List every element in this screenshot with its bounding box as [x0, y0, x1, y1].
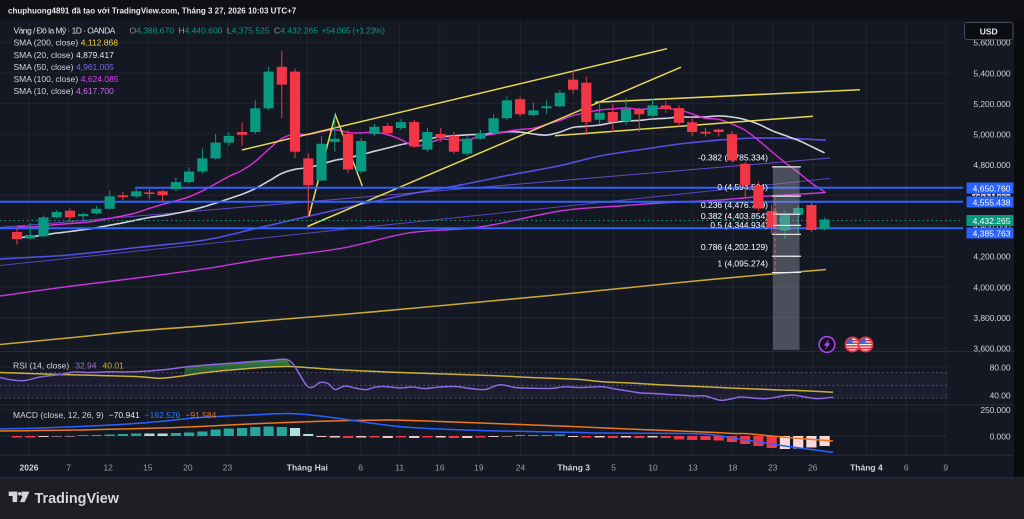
svg-text:TradingView: TradingView: [35, 491, 120, 507]
svg-text:12: 12: [103, 463, 113, 473]
svg-text:5,600.000: 5,600.000: [973, 38, 1010, 48]
svg-text:23: 23: [768, 463, 778, 473]
svg-text:15: 15: [143, 463, 153, 473]
svg-text:18: 18: [728, 463, 738, 473]
svg-text:USD: USD: [980, 27, 998, 37]
svg-text:0.786 (4,202.129): 0.786 (4,202.129): [701, 242, 768, 252]
svg-text:250.000: 250.000: [980, 405, 1011, 415]
svg-text:4,200.000: 4,200.000: [973, 252, 1010, 262]
svg-text:23: 23: [223, 463, 233, 473]
svg-text:0.786 (4,202.129): 0.786 (4,202.129): [701, 242, 768, 252]
svg-text:16: 16: [435, 463, 445, 473]
svg-text:5,000.000: 5,000.000: [973, 129, 1010, 139]
svg-text:4,000.000: 4,000.000: [973, 282, 1010, 292]
svg-text:20: 20: [183, 463, 193, 473]
svg-text:11: 11: [395, 463, 404, 473]
svg-text:SMA (10, close)4,617.700: SMA (10, close) 4,617.700: [14, 86, 115, 96]
svg-text:3,600.000: 3,600.000: [973, 343, 1010, 353]
svg-text:1 (4,095.274): 1 (4,095.274): [717, 258, 768, 268]
svg-text:80.00: 80.00: [990, 362, 1011, 372]
svg-text:7: 7: [66, 463, 71, 473]
svg-text:5: 5: [611, 463, 616, 473]
svg-text:SMA (50, close)4,961.005: SMA (50, close) 4,961.005: [14, 62, 115, 72]
svg-text:26: 26: [808, 463, 818, 473]
svg-text:2026: 2026: [20, 463, 39, 473]
svg-text:4,600.000: 4,600.000: [973, 191, 1010, 201]
svg-text:0.236 (4,476.749): 0.236 (4,476.749): [701, 200, 768, 210]
svg-text:19: 19: [474, 463, 484, 473]
svg-text:4,650.760: 4,650.760: [973, 183, 1011, 193]
svg-text:13: 13: [688, 463, 698, 473]
svg-text:9: 9: [943, 463, 948, 473]
svg-text:40.00: 40.00: [990, 390, 1011, 400]
svg-text:0.382 (4,403.854): 0.382 (4,403.854): [701, 211, 768, 221]
svg-text:3,800.000: 3,800.000: [973, 313, 1010, 323]
svg-text:6: 6: [358, 463, 363, 473]
svg-text:1 (4,095.274): 1 (4,095.274): [717, 258, 768, 268]
svg-text:Tháng 3: Tháng 3: [557, 463, 590, 473]
svg-text:5,200.000: 5,200.000: [973, 99, 1010, 109]
svg-text:4,385.763: 4,385.763: [973, 228, 1011, 238]
svg-text:0.382 (4,403.854): 0.382 (4,403.854): [701, 211, 768, 221]
svg-text:4,555.438: 4,555.438: [973, 197, 1011, 207]
svg-text:Tháng Hai: Tháng Hai: [287, 463, 328, 473]
svg-text:MACD (close, 12, 26, 9)−70.941: MACD (close, 12, 26, 9) −70.941 −162.526 −9…: [13, 410, 217, 420]
svg-text:24: 24: [516, 463, 526, 473]
svg-text:4,800.000: 4,800.000: [973, 160, 1010, 170]
svg-text:0.236 (4,476.749): 0.236 (4,476.749): [701, 200, 768, 210]
svg-text:chuphuong4891 đã tạo với Tradi: chuphuong4891 đã tạo với TradingView.com…: [8, 7, 297, 16]
svg-text:10: 10: [648, 463, 658, 473]
svg-text:0.000: 0.000: [990, 431, 1011, 441]
svg-text:SMA (100, close)4,624.085: SMA (100, close) 4,624.085: [14, 74, 119, 84]
svg-text:SMA (200, close)4,112.868: SMA (200, close) 4,112.868: [14, 38, 119, 48]
svg-text:6: 6: [904, 463, 909, 473]
svg-text:4,400.000: 4,400.000: [973, 221, 1010, 231]
svg-text:SMA (20, close)4,879.417: SMA (20, close) 4,879.417: [14, 50, 115, 60]
svg-text:5,400.000: 5,400.000: [973, 68, 1010, 78]
svg-text:0.5 (4,344.934): 0.5 (4,344.934): [710, 220, 768, 230]
svg-text:0.5 (4,344.934): 0.5 (4,344.934): [710, 220, 768, 230]
svg-text:Tháng 4: Tháng 4: [850, 463, 883, 473]
svg-text:4,432.265: 4,432.265: [973, 216, 1011, 226]
svg-text:0 (4,594.504): 0 (4,594.504): [717, 182, 768, 192]
